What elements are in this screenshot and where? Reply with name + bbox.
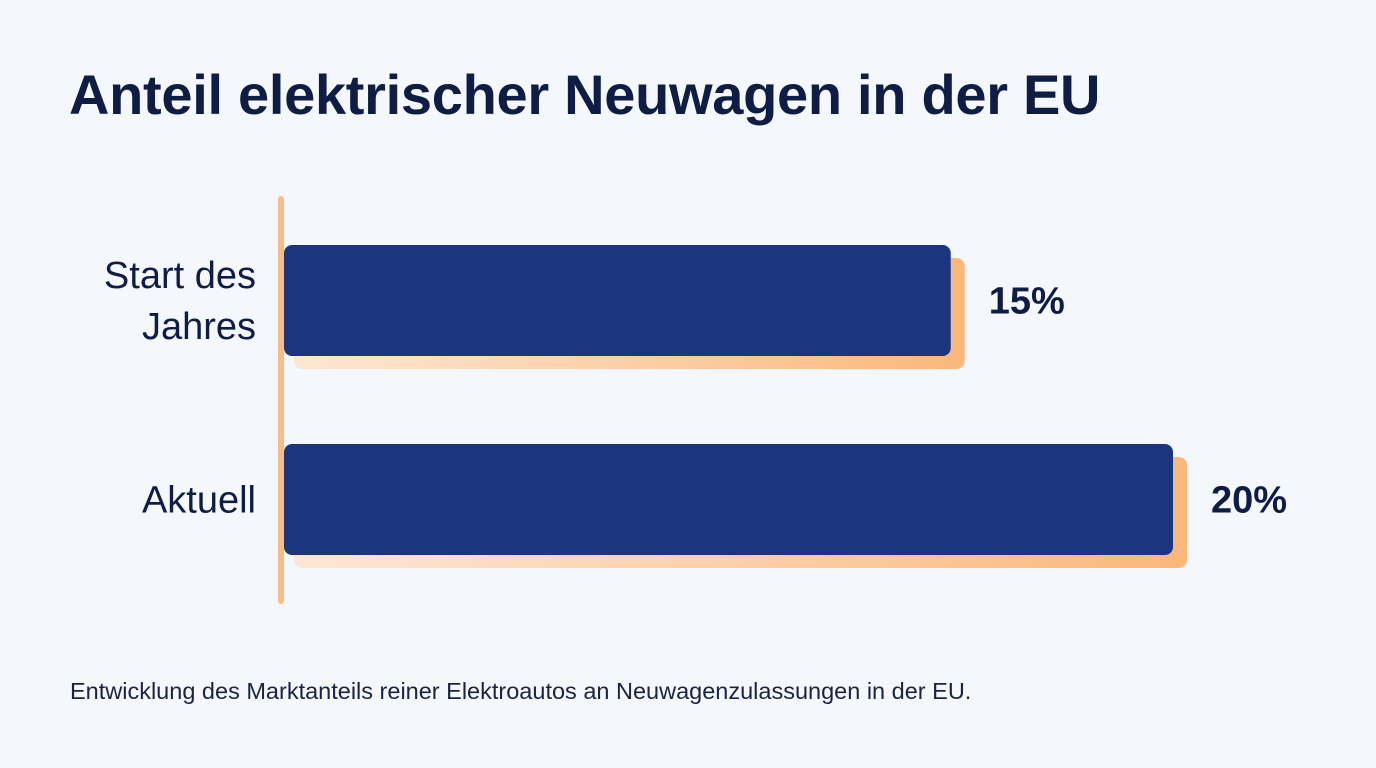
bar [284, 245, 951, 356]
category-label: Aktuell [142, 480, 256, 522]
value-label: 20% [1211, 480, 1287, 522]
chart-title: Anteil elektrischer Neuwagen in der EU [69, 63, 1101, 126]
chart-caption: Entwicklung des Marktanteils reiner Elek… [70, 678, 972, 704]
value-label: 15% [989, 281, 1065, 323]
bar [284, 444, 1173, 555]
category-label: Jahres [142, 306, 256, 348]
y-axis-line [278, 196, 284, 604]
category-label: Start des [104, 255, 256, 297]
